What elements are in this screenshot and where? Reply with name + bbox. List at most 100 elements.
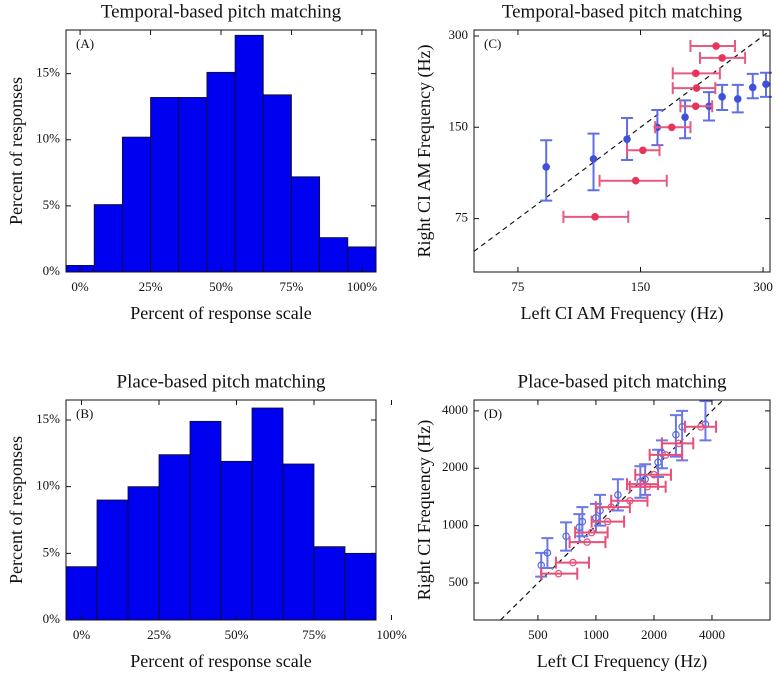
bar <box>262 94 292 273</box>
point <box>631 176 640 185</box>
y-axis-label: Percent of responses <box>6 436 26 584</box>
panel-label: (B) <box>76 406 93 421</box>
point <box>712 42 720 50</box>
bar <box>96 499 129 621</box>
y-tick-label: 0% <box>43 611 61 626</box>
panel-label: (C) <box>484 36 501 51</box>
error-bar <box>684 420 718 433</box>
bar <box>178 97 208 273</box>
y-axis-label: Right CI AM Frequency (Hz) <box>414 45 435 258</box>
point <box>587 528 596 537</box>
error-bar <box>540 567 579 580</box>
y-tick-label: 75 <box>455 210 468 225</box>
y-tick-label: 150 <box>449 118 469 133</box>
chart-title: Place-based pitch matching <box>117 371 326 392</box>
point <box>667 123 676 132</box>
bar <box>127 486 160 621</box>
plot-frame <box>65 399 377 621</box>
error-bar <box>669 414 682 458</box>
error-bar <box>648 448 684 461</box>
point <box>733 95 742 103</box>
point <box>748 83 757 92</box>
point <box>542 163 550 171</box>
plot-frame <box>65 29 377 273</box>
error-bar <box>634 468 672 481</box>
point <box>554 569 563 578</box>
bar <box>344 552 377 621</box>
x-axis-label: Percent of response scale <box>130 303 311 323</box>
y-tick-label: 1000 <box>442 517 468 532</box>
x-tick-label: 25% <box>147 627 171 642</box>
point <box>583 538 591 546</box>
bar <box>93 204 123 273</box>
x-axis-label: Percent of response scale <box>130 651 311 671</box>
x-axis-label: Left CI AM Frequency (Hz) <box>521 303 724 324</box>
error-bar <box>660 437 695 450</box>
point <box>672 430 680 439</box>
x-tick-label: 300 <box>753 279 773 294</box>
x-tick-label: 75% <box>302 627 326 642</box>
panel-label: (A) <box>76 36 94 51</box>
point <box>591 213 599 221</box>
bar <box>282 463 315 621</box>
error-bar <box>541 537 554 569</box>
bar <box>206 71 236 273</box>
x-tick-label: 1000 <box>583 627 609 642</box>
x-tick-label: 150 <box>631 279 651 294</box>
point <box>578 517 587 526</box>
bar <box>121 136 151 273</box>
y-tick-label: 5% <box>43 544 61 559</box>
error-bar <box>560 521 573 552</box>
bar <box>150 97 180 273</box>
error-bar <box>576 506 589 538</box>
point <box>639 146 647 155</box>
plot-frame <box>473 29 771 273</box>
y-tick-label: 0% <box>43 263 61 278</box>
point <box>718 93 726 101</box>
bar <box>313 546 346 621</box>
point <box>691 102 700 111</box>
bar <box>251 407 284 621</box>
y-axis-label: Right CI Frequency (Hz) <box>414 420 435 600</box>
error-bar <box>611 478 624 512</box>
bar <box>158 454 191 621</box>
point <box>697 422 705 431</box>
error-bar <box>628 480 667 493</box>
x-tick-label: 100% <box>347 279 378 294</box>
error-bar <box>594 493 607 527</box>
point <box>543 549 552 557</box>
error-bar <box>574 526 609 539</box>
bar <box>291 176 321 273</box>
point <box>626 496 634 505</box>
y-tick-label: 10% <box>36 478 60 493</box>
chart-title: Temporal-based pitch matching <box>502 1 743 22</box>
point <box>691 69 700 78</box>
point <box>603 517 612 526</box>
point <box>661 451 670 459</box>
point <box>762 80 770 89</box>
y-tick-label: 500 <box>449 574 469 589</box>
y-tick-label: 15% <box>36 411 60 426</box>
bar <box>319 237 349 273</box>
y-tick-label: 300 <box>449 27 469 42</box>
point <box>623 135 631 144</box>
chart-title: Place-based pitch matching <box>518 371 727 392</box>
x-tick-label: 500 <box>528 627 548 642</box>
x-tick-label: 75% <box>280 279 304 294</box>
y-tick-label: 15% <box>36 65 60 80</box>
point <box>658 449 666 457</box>
error-bar <box>568 536 607 549</box>
point <box>614 491 622 499</box>
x-tick-label: 25% <box>139 279 163 294</box>
x-tick-label: 4000 <box>699 627 725 642</box>
point <box>643 482 652 491</box>
x-tick-label: 50% <box>209 279 233 294</box>
x-tick-label: 100% <box>376 627 407 642</box>
y-tick-label: 10% <box>36 131 60 146</box>
point <box>650 470 658 479</box>
bar <box>65 566 98 621</box>
point <box>569 558 577 567</box>
point <box>675 439 683 448</box>
x-tick-label: 0% <box>71 279 89 294</box>
